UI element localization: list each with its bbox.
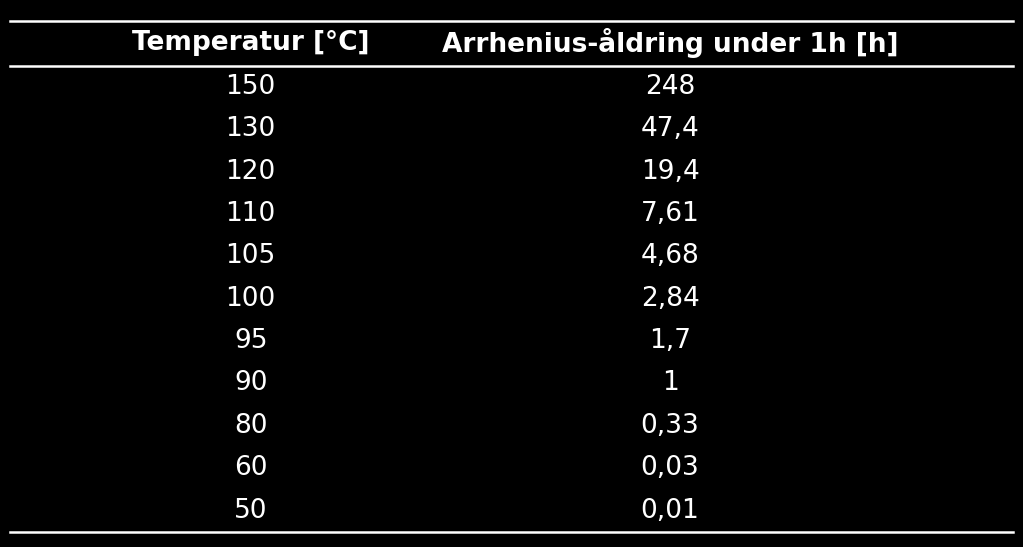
Text: 60: 60 (234, 455, 267, 481)
Text: 2,84: 2,84 (640, 286, 700, 312)
Text: Temperatur [°C]: Temperatur [°C] (132, 30, 369, 56)
Text: 19,4: 19,4 (640, 159, 700, 184)
Text: 80: 80 (234, 413, 267, 439)
Text: 1,7: 1,7 (649, 328, 692, 354)
Text: 130: 130 (225, 116, 276, 142)
Text: 1: 1 (662, 370, 678, 397)
Text: 4,68: 4,68 (640, 243, 700, 269)
Text: 90: 90 (234, 370, 267, 397)
Text: 0,03: 0,03 (640, 455, 700, 481)
Text: 110: 110 (225, 201, 276, 227)
Text: 120: 120 (225, 159, 276, 184)
Text: 95: 95 (234, 328, 267, 354)
Text: 0,33: 0,33 (640, 413, 700, 439)
Text: 7,61: 7,61 (640, 201, 700, 227)
Text: 0,01: 0,01 (640, 498, 700, 523)
Text: 105: 105 (225, 243, 276, 269)
Text: 150: 150 (225, 74, 276, 100)
Text: 100: 100 (225, 286, 276, 312)
Text: 50: 50 (234, 498, 267, 523)
Text: 47,4: 47,4 (640, 116, 700, 142)
Text: 248: 248 (644, 74, 696, 100)
Text: Arrhenius-åldring under 1h [h]: Arrhenius-åldring under 1h [h] (442, 28, 898, 58)
